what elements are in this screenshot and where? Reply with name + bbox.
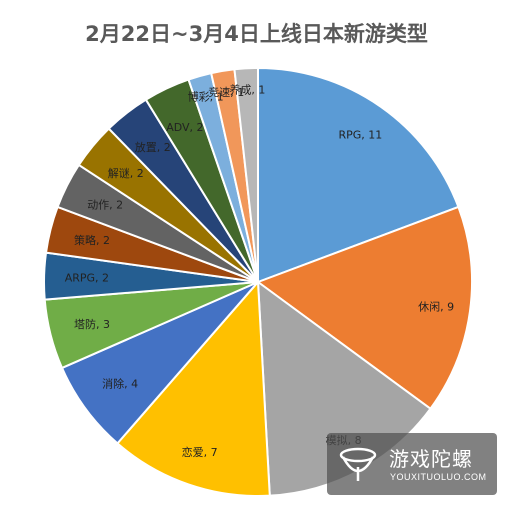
pie-slice-3 xyxy=(116,279,271,498)
pie-data-label-5: 塔防, 3 xyxy=(74,317,110,331)
pie-data-label-9: 解谜, 2 xyxy=(108,166,144,180)
watermark: 游戏陀螺 YOUXITUOLUO.COM xyxy=(327,433,497,495)
pie-data-label-0: RPG, 11 xyxy=(339,128,383,141)
watermark-name: 游戏陀螺 xyxy=(389,447,473,471)
pie-data-label-12: 博彩, 1 xyxy=(188,91,224,104)
pie-data-label-1: 休闲, 9 xyxy=(418,300,454,314)
pie-data-label-6: ARPG, 2 xyxy=(65,271,109,284)
gyro-logo-icon xyxy=(339,447,377,481)
pie-data-label-7: 策略, 2 xyxy=(74,233,110,247)
pie-slice-14 xyxy=(233,66,259,283)
pie-data-label-4: 消除, 4 xyxy=(102,376,138,390)
pie-slice-0 xyxy=(257,66,460,284)
pie-data-label-13: 竞速, 1 xyxy=(208,85,244,99)
chart-title: 2月22日~3月4日上线日本新游类型 xyxy=(85,22,428,46)
pie-slice-1 xyxy=(255,205,473,411)
watermark-url: YOUXITUOLUO.COM xyxy=(390,472,487,482)
pie-data-label-3: 恋爱, 7 xyxy=(182,445,218,459)
pie-data-label-10: 放置, 2 xyxy=(135,140,171,154)
pie-data-label-8: 动作, 2 xyxy=(87,199,123,212)
pie-data-label-14: 养成, 1 xyxy=(229,83,265,97)
pie-data-label-11: ADV, 2 xyxy=(166,121,203,134)
